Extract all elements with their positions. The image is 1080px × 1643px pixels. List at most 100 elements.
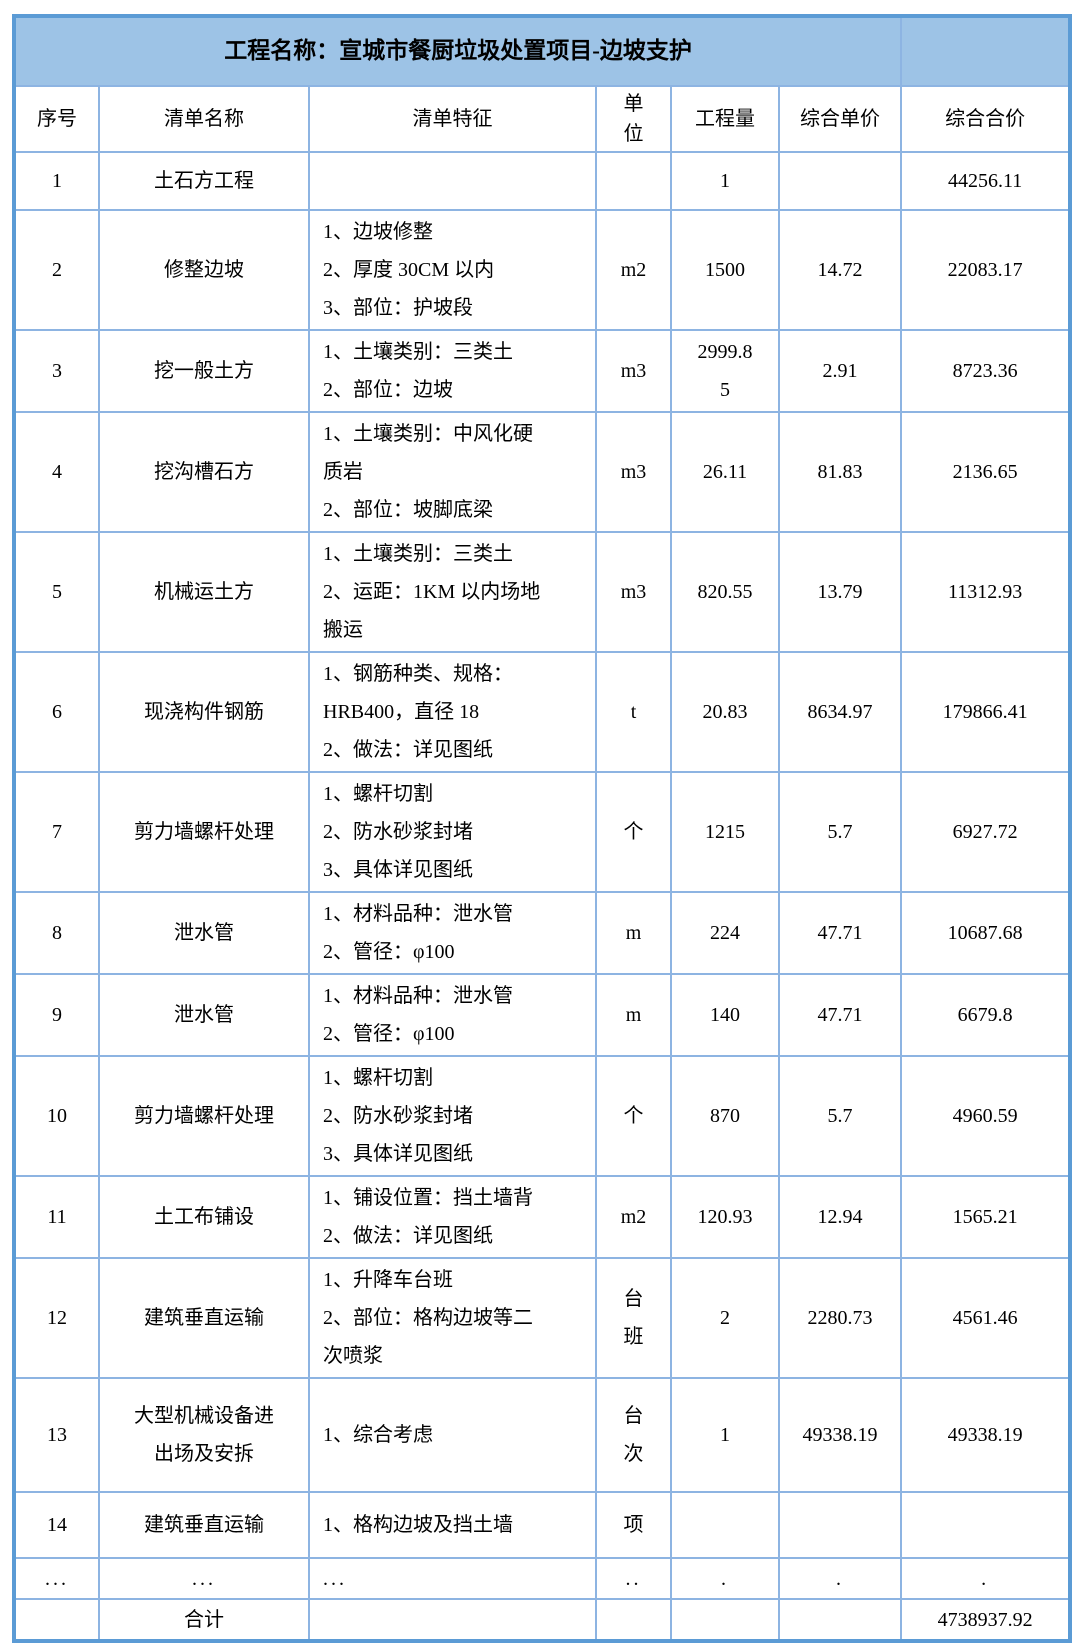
table-row: 11 土工布铺设 1、铺设位置：挡土墙背 2、做法：详见图纸 m2 120.93…: [13, 1175, 1072, 1259]
cell-total: 6679.8: [900, 973, 1072, 1057]
cell-unit: ..: [595, 1557, 672, 1600]
cell-name: 剪力墙螺杆处理: [98, 771, 310, 893]
cell-feature: 1、材料品种：泄水管 2、管径：φ100: [308, 891, 597, 975]
cell-seq: 14: [13, 1491, 100, 1559]
cell-qty: 820.55: [670, 531, 780, 653]
cell-feature: 1、螺杆切割 2、防水砂浆封堵 3、具体详见图纸: [308, 771, 597, 893]
cell-seq: 12: [13, 1257, 100, 1379]
cell-seq: 3: [13, 329, 100, 413]
cell-feature: ...: [308, 1557, 597, 1600]
table-row: 12 建筑垂直运输 1、升降车台班 2、部位：格构边坡等二 次喷浆 台 班 2 …: [13, 1257, 1072, 1379]
cell-qty: 1500: [670, 209, 780, 331]
cell-total: 8723.36: [900, 329, 1072, 413]
cell-feature: 1、格构边坡及挡土墙: [308, 1491, 597, 1559]
cell-unit-price: 47.71: [777, 891, 903, 975]
table-row: 3 挖一般土方 1、土壤类别：三类土 2、部位：边坡 m3 2999.8 5 2…: [13, 329, 1072, 413]
cell-total: 10687.68: [900, 891, 1072, 975]
cell-name: 机械运土方: [98, 531, 310, 653]
cell-qty: 1215: [670, 771, 780, 893]
cell-qty: 1: [670, 1377, 780, 1493]
cell-seq: 2: [13, 209, 100, 331]
cell-qty: 224: [670, 891, 780, 975]
cell-feature: 1、综合考虑: [308, 1377, 597, 1493]
cell-name: 挖一般土方: [98, 329, 310, 413]
cell-feature: [308, 151, 597, 211]
col-header-seq: 序号: [13, 85, 100, 153]
cell-name: 建筑垂直运输: [98, 1491, 310, 1559]
cell-feature: 1、铺设位置：挡土墙背 2、做法：详见图纸: [308, 1175, 597, 1259]
table-row: 4 挖沟槽石方 1、土壤类别：中风化硬 质岩 2、部位：坡脚底梁 m3 26.1…: [13, 411, 1072, 533]
cell-qty: 140: [670, 973, 780, 1057]
total-row: 合计 4738937.92: [13, 1598, 1072, 1642]
cell-name: ...: [98, 1557, 310, 1600]
cell-feature: 1、土壤类别：三类土 2、部位：边坡: [308, 329, 597, 413]
cell-unit-price: 12.94: [777, 1175, 903, 1259]
cell-seq: 10: [13, 1055, 100, 1177]
cell-feature: 1、螺杆切割 2、防水砂浆封堵 3、具体详见图纸: [308, 1055, 597, 1177]
cell-unit: [595, 1598, 672, 1642]
cell-unit: m: [595, 973, 672, 1057]
table-title: 工程名称：宣城市餐厨垃圾处置项目-边坡支护: [12, 15, 903, 87]
cell-feature: 1、边坡修整 2、厚度 30CM 以内 3、部位：护坡段: [308, 209, 597, 331]
cell-feature: 1、材料品种：泄水管 2、管径：φ100: [308, 973, 597, 1057]
cell-feature: 1、土壤类别：中风化硬 质岩 2、部位：坡脚底梁: [308, 411, 597, 533]
cell-seq: 7: [13, 771, 100, 893]
cell-feature: 1、土壤类别：三类土 2、运距：1KM 以内场地 搬运: [308, 531, 597, 653]
cell-unit-price: 2.91: [777, 329, 903, 413]
cell-name: 土工布铺设: [98, 1175, 310, 1259]
title-row: 工程名称：宣城市餐厨垃圾处置项目-边坡支护: [12, 15, 1072, 87]
header-row: 序号 清单名称 清单特征 单 位 工程量 综合单价 综合合价: [13, 85, 1072, 153]
table-row: 2 修整边坡 1、边坡修整 2、厚度 30CM 以内 3、部位：护坡段 m2 1…: [13, 209, 1072, 331]
ellipsis-row: ... ... ... .. . . .: [13, 1557, 1072, 1600]
table-row: 7 剪力墙螺杆处理 1、螺杆切割 2、防水砂浆封堵 3、具体详见图纸 个 121…: [13, 771, 1072, 893]
table-row: 8 泄水管 1、材料品种：泄水管 2、管径：φ100 m 224 47.71 1…: [13, 891, 1072, 975]
col-header-total-price: 综合合价: [900, 85, 1072, 153]
col-header-unit: 单 位: [595, 85, 672, 153]
cell-seq: 9: [13, 973, 100, 1057]
cell-unit-price: 81.83: [777, 411, 903, 533]
cell-unit: m: [595, 891, 672, 975]
cell-total: 44256.11: [900, 151, 1072, 211]
cell-unit: m3: [595, 329, 672, 413]
cell-qty: 2: [670, 1257, 780, 1379]
cell-unit: 台 次: [595, 1377, 672, 1493]
cell-qty: [670, 1491, 780, 1559]
cell-name: 泄水管: [98, 973, 310, 1057]
cell-total: 11312.93: [900, 531, 1072, 653]
cell-unit-price: [777, 1598, 903, 1642]
table-row: 1 土石方工程 1 44256.11: [13, 151, 1072, 211]
cell-unit-price: [777, 1491, 903, 1559]
cell-unit-price: [777, 151, 903, 211]
col-header-feature: 清单特征: [308, 85, 597, 153]
cell-unit-price: 13.79: [777, 531, 903, 653]
boq-table: 工程名称：宣城市餐厨垃圾处置项目-边坡支护 序号 清单名称 清单特征 单 位 工…: [12, 14, 1073, 1643]
cell-name: 土石方工程: [98, 151, 310, 211]
cell-seq: ...: [13, 1557, 100, 1600]
cell-unit: m2: [595, 209, 672, 331]
cell-unit-price: 8634.97: [777, 651, 903, 773]
cell-unit-price: 2280.73: [777, 1257, 903, 1379]
cell-seq: 4: [13, 411, 100, 533]
table-row: 9 泄水管 1、材料品种：泄水管 2、管径：φ100 m 140 47.71 6…: [13, 973, 1072, 1057]
table-row: 6 现浇构件钢筋 1、钢筋种类、规格： HRB400，直径 18 2、做法：详见…: [13, 651, 1072, 773]
cell-qty: 26.11: [670, 411, 780, 533]
table-row: 5 机械运土方 1、土壤类别：三类土 2、运距：1KM 以内场地 搬运 m3 8…: [13, 531, 1072, 653]
col-header-unit-price: 综合单价: [777, 85, 903, 153]
cell-seq: 13: [13, 1377, 100, 1493]
total-label: 合计: [98, 1598, 310, 1642]
col-header-qty: 工程量: [670, 85, 780, 153]
cell-unit: m3: [595, 411, 672, 533]
cell-name: 大型机械设备进 出场及安拆: [98, 1377, 310, 1493]
cell-total: 49338.19: [900, 1377, 1072, 1493]
cell-name: 现浇构件钢筋: [98, 651, 310, 773]
cell-unit-price: 47.71: [777, 973, 903, 1057]
cell-feature: [308, 1598, 597, 1642]
cell-unit-price: 5.7: [777, 1055, 903, 1177]
cell-seq: 6: [13, 651, 100, 773]
cell-unit: 台 班: [595, 1257, 672, 1379]
cell-qty: 870: [670, 1055, 780, 1177]
cell-feature: 1、升降车台班 2、部位：格构边坡等二 次喷浆: [308, 1257, 597, 1379]
cell-unit-price: .: [777, 1557, 903, 1600]
cell-total: 4960.59: [900, 1055, 1072, 1177]
